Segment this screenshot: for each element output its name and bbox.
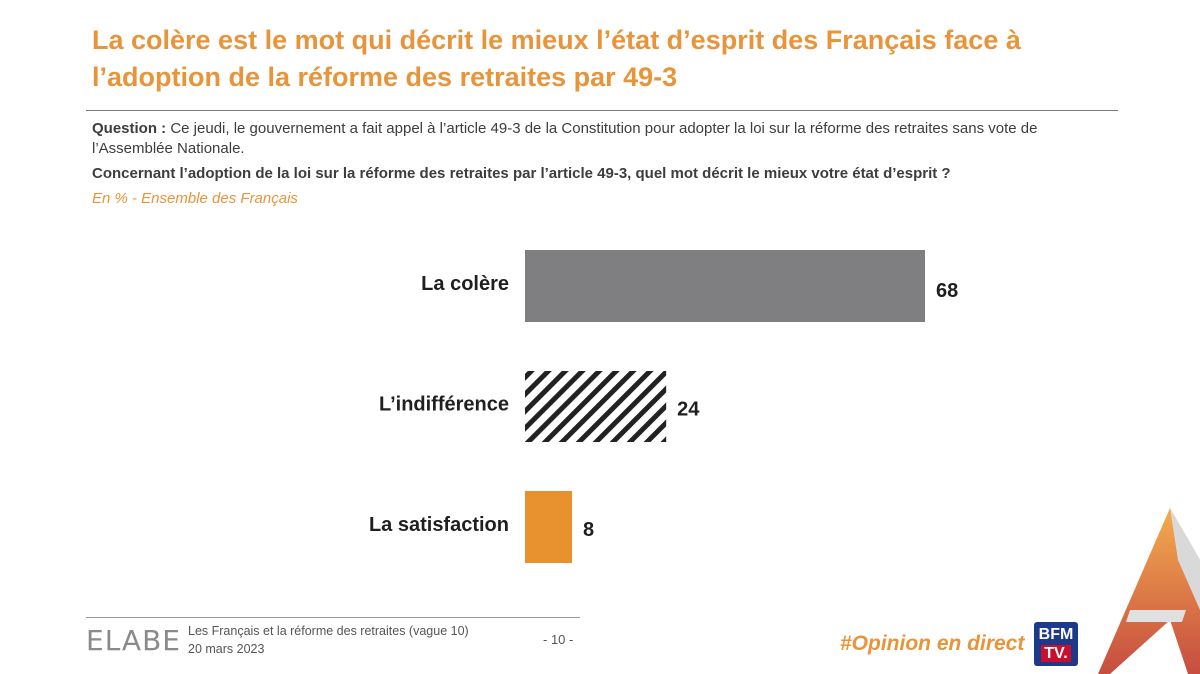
bar [525, 371, 667, 442]
bfmtv-logo-line1: BFM [1038, 626, 1074, 643]
bfmtv-logo-line2: TV. [1041, 645, 1071, 662]
question-label: Question : [92, 120, 167, 137]
title-divider [86, 110, 1118, 111]
bar-chart: La colère 68 L’indifférence 24 La satisfacti… [369, 250, 958, 563]
study-name: Les Français et la réforme des retraites… [188, 624, 469, 638]
unit-note: En % - Ensemble des Français [92, 190, 298, 207]
slide-title: La colère est le mot qui décrit le mieux… [92, 25, 1021, 92]
study-date: 20 mars 2023 [188, 642, 265, 656]
category-label: La colère [421, 273, 509, 295]
hashtag-label: #Opinion en direct [840, 632, 1025, 655]
category-label: L’indifférence [379, 394, 509, 416]
page-number: - 10 - [543, 632, 574, 647]
bar [525, 491, 573, 563]
value-label: 8 [583, 519, 594, 541]
question-text: Ce jeudi, le gouvernement a fait appel à… [92, 120, 1038, 157]
bar [525, 250, 925, 322]
corner-logo-mark [1098, 508, 1200, 674]
value-label: 24 [677, 399, 700, 421]
value-label: 68 [936, 280, 958, 302]
footer-divider [86, 617, 580, 618]
bfmtv-logo: BFM TV. [1034, 622, 1078, 666]
category-label: La satisfaction [369, 514, 509, 536]
question-intro: Question : Ce jeudi, le gouvernement a f… [92, 119, 1112, 159]
question-main: Concernant l’adoption de la loi sur la r… [92, 165, 951, 182]
elabe-logo: ELABE [86, 624, 181, 657]
